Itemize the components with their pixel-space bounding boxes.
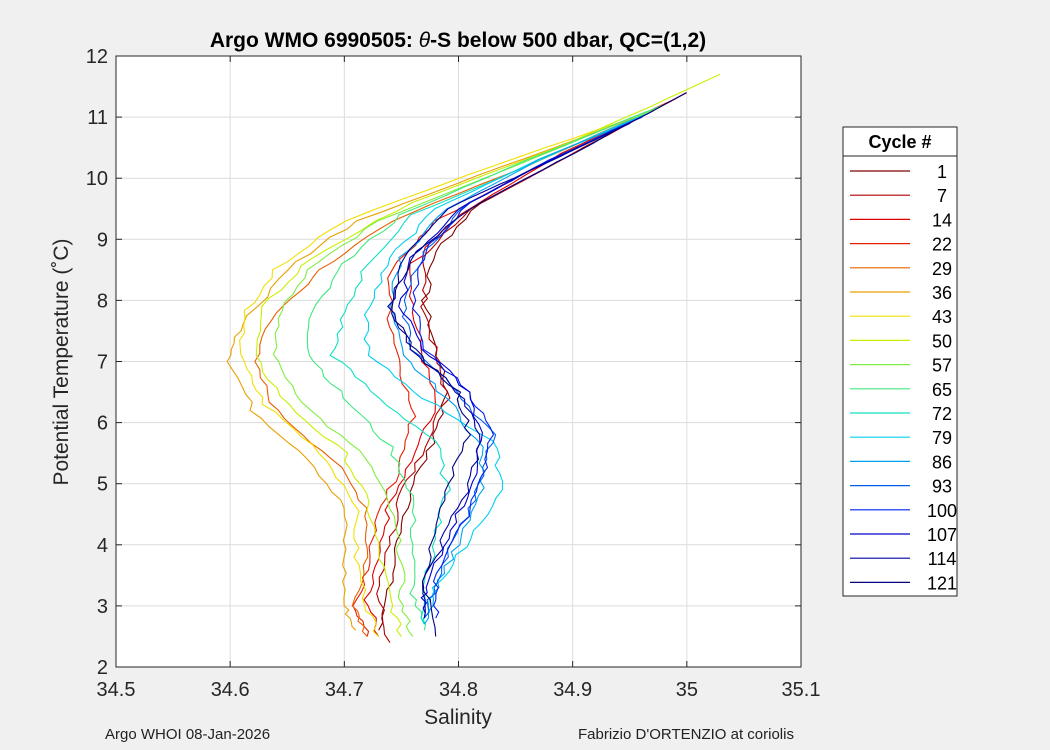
series-line-cycle-22: [352, 104, 665, 637]
chart-title-suffix: -S below 500 dbar, QC=(1,2): [430, 29, 706, 52]
legend-label-14: 14: [932, 210, 952, 230]
legend-box: [842, 126, 958, 597]
series-line-cycle-121: [391, 92, 687, 637]
y-tick-label: 9: [97, 229, 108, 251]
legend-label-93: 93: [932, 477, 952, 497]
y-tick-labels: 2 3 4 5 6 7 8 9 10 11 12: [86, 46, 108, 679]
legend-label-86: 86: [932, 452, 952, 472]
y-tick-label: 11: [87, 107, 108, 129]
legend-label-43: 43: [932, 307, 952, 327]
series-line-cycle-29: [254, 104, 664, 637]
legend-label-7: 7: [937, 186, 947, 206]
y-tick-label: 12: [86, 46, 108, 68]
y-tick-label: 6: [97, 413, 108, 435]
y-tick-label: 10: [86, 168, 108, 190]
footer-right: Fabrizio D'ORTENZIO at coriolis: [578, 726, 794, 743]
legend-label-65: 65: [932, 380, 952, 400]
x-tick-label: 34.6: [211, 679, 250, 701]
chart-title: Argo WMO 6990505: θ-S below 500 dbar, QC…: [210, 29, 706, 52]
legend-label-79: 79: [932, 428, 952, 448]
x-tick-label: 34.7: [325, 679, 364, 701]
y-tick-label: 4: [97, 535, 108, 557]
legend-title: Cycle #: [868, 132, 931, 152]
series-line-cycle-7: [376, 98, 676, 643]
ticks: [115, 55, 802, 668]
legend-label-121: 121: [927, 573, 957, 593]
legend-label-57: 57: [932, 356, 952, 376]
x-tick-label: 34.9: [553, 679, 592, 701]
legend-entries: 1 7 14 22 29 36 43 50 57 65 72 79 86 93 100 107 114 121: [850, 162, 957, 593]
series-line-cycle-36: [226, 110, 652, 631]
y-tick-label: 3: [97, 596, 108, 618]
series-line-cycle-72: [329, 110, 654, 625]
series-line-cycle-114: [387, 122, 631, 619]
x-tick-label: 34.5: [97, 679, 136, 701]
legend-label-36: 36: [932, 283, 952, 303]
series-line-cycle-57: [272, 104, 665, 637]
legend-label-50: 50: [932, 331, 952, 351]
footer-left: Argo WHOI 08-Jan-2026: [105, 726, 271, 743]
chart-title-theta: θ: [419, 29, 431, 52]
legend-label-107: 107: [927, 525, 957, 545]
series-line-cycle-107: [398, 122, 631, 619]
legend-label-72: 72: [932, 404, 952, 424]
y-tick-label: 8: [97, 290, 108, 312]
x-tick-label: 35: [676, 679, 698, 701]
series-line-cycle-65: [306, 104, 665, 631]
x-tick-label: 35.1: [782, 679, 821, 701]
y-axis-label: Potential Temperature (˚C): [50, 238, 73, 485]
legend-label-100: 100: [927, 501, 957, 521]
legend-label-22: 22: [932, 235, 952, 255]
y-tick-label: 7: [97, 352, 108, 374]
series-line-cycle-43: [239, 110, 654, 637]
series-line-cycle-50: [255, 73, 721, 637]
legend-label-29: 29: [932, 259, 952, 279]
legend-label-1: 1: [937, 162, 947, 182]
y-tick-label: 5: [97, 474, 108, 496]
series-line-cycle-79: [363, 110, 654, 625]
x-axis-label: Salinity: [424, 706, 492, 729]
x-tick-labels: 34.5 34.6 34.7 34.8 34.9 35 35.1: [97, 679, 821, 701]
y-tick-label: 2: [97, 657, 108, 679]
series-layer: [226, 73, 721, 643]
legend-label-114: 114: [928, 549, 957, 569]
legend: Cycle # 1 7 14 22 29 36 43 50 57 65 72 79 86 93 100 107…: [842, 126, 958, 597]
x-tick-label: 34.8: [439, 679, 478, 701]
chart-title-prefix: Argo WMO 6990505:: [210, 29, 419, 52]
